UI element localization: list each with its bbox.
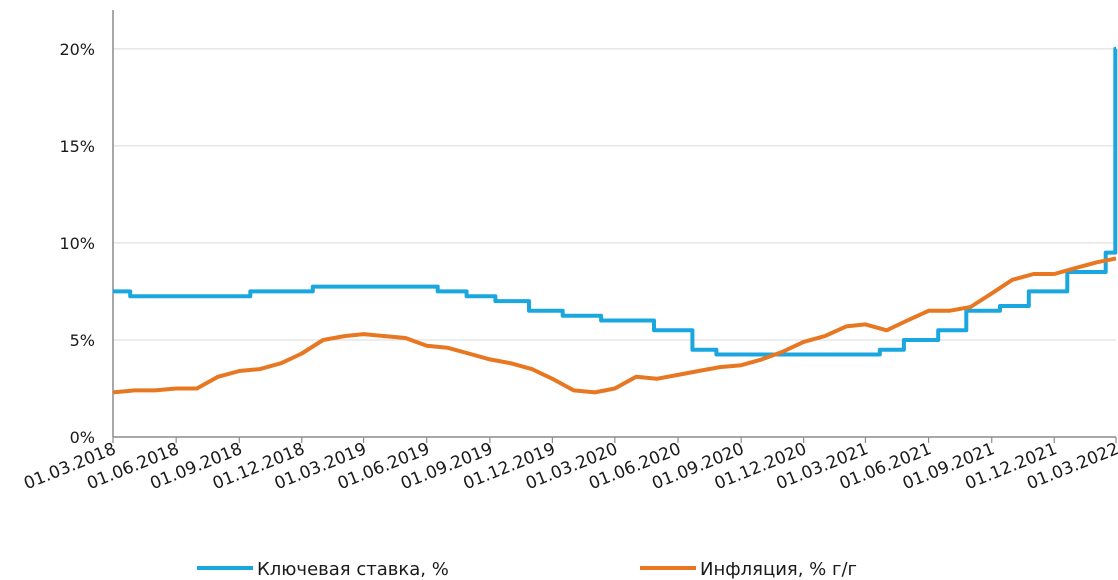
series-line-2 <box>112 256 1117 395</box>
series-layer <box>112 46 1118 395</box>
x-axis-ticks: 01.03.201801.06.201801.09.201801.12.2018… <box>21 439 1118 494</box>
axes <box>112 10 1117 443</box>
legend: Ключевая ставка, % Инфляция, % г/г <box>197 559 857 580</box>
y-tick-label: 20% <box>59 40 95 59</box>
y-tick-label: 10% <box>59 234 95 253</box>
legend-label-2: Инфляция, % г/г <box>700 559 857 580</box>
gridlines <box>113 48 1116 341</box>
legend-label-1: Ключевая ставка, % <box>257 559 449 580</box>
y-axis-ticks: 0% 5% 10% 15% 20% <box>59 40 95 447</box>
series-line-1 <box>113 46 1118 357</box>
y-tick-label: 15% <box>59 137 95 156</box>
y-tick-label: 5% <box>70 331 95 350</box>
y-tick-label: 0% <box>70 428 95 447</box>
